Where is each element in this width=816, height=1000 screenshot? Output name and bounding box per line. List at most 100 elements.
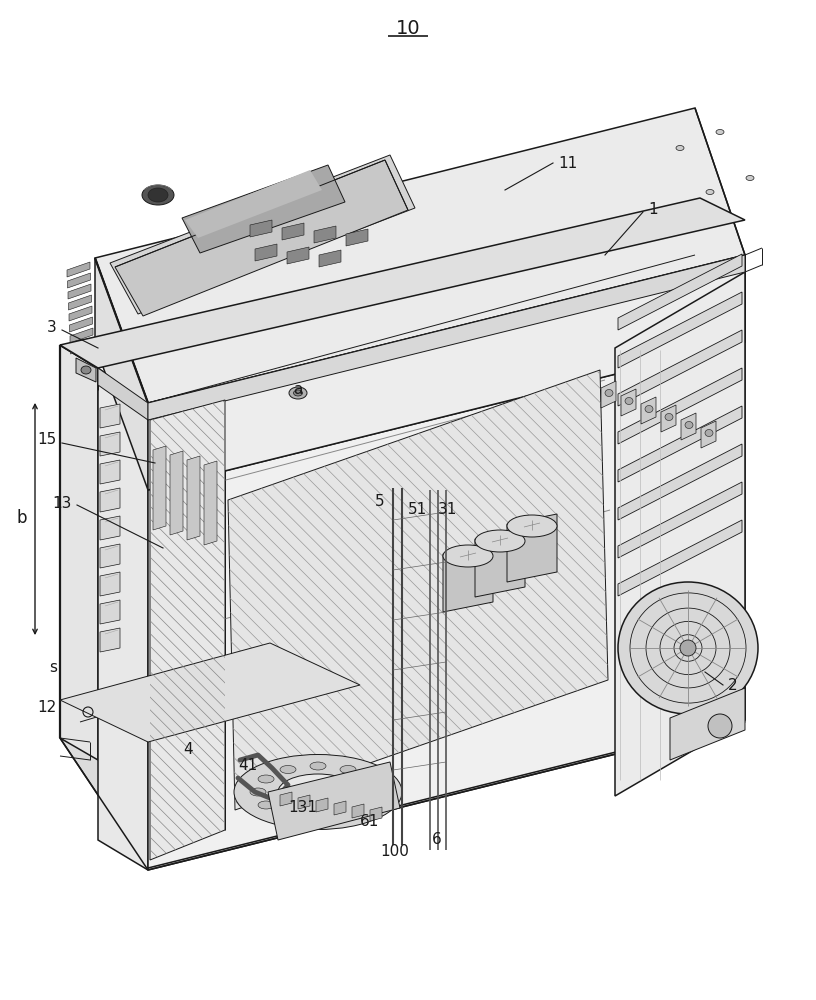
Ellipse shape <box>340 765 356 773</box>
Polygon shape <box>68 284 91 299</box>
Polygon shape <box>187 456 200 540</box>
Ellipse shape <box>310 814 326 822</box>
Polygon shape <box>67 262 90 277</box>
Polygon shape <box>70 328 93 343</box>
Ellipse shape <box>362 801 378 809</box>
Ellipse shape <box>625 397 633 404</box>
Polygon shape <box>148 255 745 868</box>
Ellipse shape <box>258 801 274 809</box>
Polygon shape <box>115 160 408 316</box>
Text: 13: 13 <box>52 495 72 510</box>
Polygon shape <box>314 226 336 243</box>
Polygon shape <box>352 804 364 818</box>
Text: 12: 12 <box>38 700 57 716</box>
Polygon shape <box>100 600 120 624</box>
Polygon shape <box>100 516 120 540</box>
Polygon shape <box>100 544 120 568</box>
Ellipse shape <box>289 387 307 399</box>
Polygon shape <box>621 389 636 416</box>
Polygon shape <box>100 572 120 596</box>
Ellipse shape <box>250 788 266 796</box>
Polygon shape <box>95 258 148 490</box>
Polygon shape <box>148 255 745 490</box>
Ellipse shape <box>705 430 713 436</box>
Polygon shape <box>618 520 742 596</box>
Polygon shape <box>110 155 415 314</box>
Polygon shape <box>255 244 277 261</box>
Ellipse shape <box>706 190 714 194</box>
Polygon shape <box>443 544 493 612</box>
Polygon shape <box>346 229 368 246</box>
Polygon shape <box>601 381 616 408</box>
Polygon shape <box>681 413 696 440</box>
Polygon shape <box>100 460 120 484</box>
Polygon shape <box>228 370 608 810</box>
Circle shape <box>680 640 696 656</box>
Text: 41: 41 <box>238 758 257 772</box>
Ellipse shape <box>148 188 168 202</box>
Ellipse shape <box>443 545 493 567</box>
Polygon shape <box>280 792 292 806</box>
PathPatch shape <box>228 370 608 810</box>
Ellipse shape <box>507 515 557 537</box>
Text: 6: 6 <box>432 832 441 848</box>
Ellipse shape <box>81 366 91 374</box>
Ellipse shape <box>340 811 356 819</box>
Text: 131: 131 <box>289 800 317 816</box>
PathPatch shape <box>150 400 225 860</box>
Polygon shape <box>60 345 98 760</box>
Ellipse shape <box>676 145 684 150</box>
Polygon shape <box>615 272 745 796</box>
Polygon shape <box>618 444 742 520</box>
Polygon shape <box>618 368 742 444</box>
Ellipse shape <box>280 765 296 773</box>
Polygon shape <box>100 488 120 512</box>
Text: a: a <box>293 382 303 397</box>
Polygon shape <box>150 400 225 860</box>
Polygon shape <box>250 220 272 237</box>
Text: 61: 61 <box>361 814 379 830</box>
Polygon shape <box>661 405 676 432</box>
Text: s: s <box>49 660 57 676</box>
Text: 100: 100 <box>380 844 410 859</box>
Polygon shape <box>182 165 345 253</box>
Polygon shape <box>69 295 91 310</box>
Polygon shape <box>95 108 745 403</box>
Polygon shape <box>670 688 745 760</box>
Ellipse shape <box>618 582 758 714</box>
Ellipse shape <box>310 762 326 770</box>
Polygon shape <box>68 273 91 288</box>
Ellipse shape <box>665 414 673 420</box>
Polygon shape <box>316 798 328 812</box>
Ellipse shape <box>294 390 303 396</box>
Polygon shape <box>204 461 217 545</box>
Polygon shape <box>98 368 148 420</box>
Circle shape <box>708 714 732 738</box>
Polygon shape <box>70 339 94 354</box>
Ellipse shape <box>234 754 402 830</box>
Polygon shape <box>475 529 525 597</box>
Polygon shape <box>334 801 346 815</box>
Polygon shape <box>60 643 360 742</box>
Polygon shape <box>268 762 400 840</box>
Polygon shape <box>618 482 742 558</box>
Text: 2: 2 <box>728 678 738 692</box>
Text: 51: 51 <box>408 502 428 518</box>
Polygon shape <box>618 254 742 330</box>
Polygon shape <box>76 358 96 382</box>
Ellipse shape <box>280 811 296 819</box>
Polygon shape <box>100 432 120 456</box>
Text: 11: 11 <box>558 155 577 170</box>
Polygon shape <box>60 198 745 368</box>
Polygon shape <box>618 406 742 482</box>
Ellipse shape <box>605 389 613 396</box>
Ellipse shape <box>370 788 386 796</box>
Polygon shape <box>370 807 382 821</box>
Polygon shape <box>507 514 557 582</box>
Polygon shape <box>98 368 148 870</box>
Polygon shape <box>298 795 310 809</box>
Polygon shape <box>153 446 166 530</box>
Polygon shape <box>641 397 656 424</box>
Polygon shape <box>100 404 120 428</box>
Polygon shape <box>618 292 742 368</box>
